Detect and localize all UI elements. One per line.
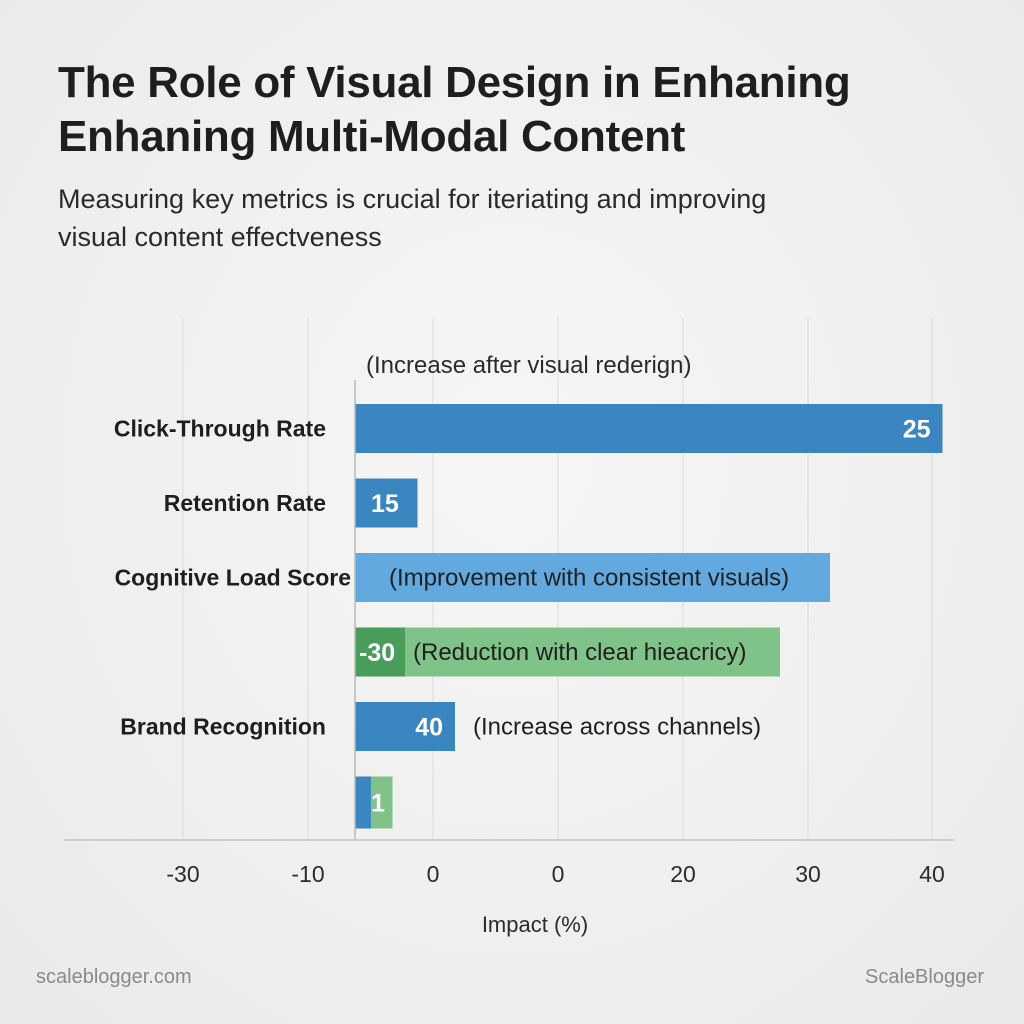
bar-value-label: 15 xyxy=(371,490,399,518)
chart-title: The Role of Visual Design in Enhaning En… xyxy=(58,56,998,164)
footer-brand: ScaleBlogger xyxy=(865,966,984,988)
bar-value-label: 40 xyxy=(415,714,443,742)
chart-subtitle: Measuring key metrics is crucial for ite… xyxy=(58,180,938,256)
title-line-1: The Role of Visual Design in Enhaning xyxy=(58,58,851,107)
x-tick-label: 0 xyxy=(427,861,440,887)
x-tick-label: -30 xyxy=(166,861,199,887)
x-tick-label: 30 xyxy=(795,861,821,887)
bar-0-segment-0 xyxy=(355,404,943,453)
category-label: Brand Recognition xyxy=(120,714,326,740)
bar-annotation: (Improvement with consistent visuals) xyxy=(389,565,789,592)
bar-5-segment-1 xyxy=(371,776,393,829)
x-tick-label: 0 xyxy=(552,861,565,887)
bar-annotation: (Increase across channels) xyxy=(473,714,761,741)
footer-website: scaleblogger.com xyxy=(36,966,192,988)
category-label: Click-Through Rate xyxy=(114,416,326,442)
bars xyxy=(355,404,943,829)
bar-4-segment-0 xyxy=(355,702,455,751)
bar-3-segment-0 xyxy=(355,627,405,677)
bar-value-label: 1 xyxy=(371,790,385,818)
bar-value-label: 25 xyxy=(903,416,931,444)
bar-3-segment-1 xyxy=(405,627,780,677)
x-tick-label: 40 xyxy=(919,861,945,887)
labels: -30 -10 0 0 20 30 40 Impact (%) (Increase after … xyxy=(114,352,945,937)
title-line-2: Enhaning Multi-Modal Content xyxy=(58,112,686,161)
subtitle-line-1: Measuring key metrics is crucial for ite… xyxy=(58,184,767,214)
x-tick-label: -10 xyxy=(291,861,324,887)
bar-5-segment-0 xyxy=(355,776,372,829)
x-axis-label: Impact (%) xyxy=(482,912,588,937)
category-label: Retention Rate xyxy=(164,490,326,516)
top-annotation: (Increase after visual rederign) xyxy=(366,352,691,379)
x-tick-label: 20 xyxy=(670,861,696,887)
bar-value-label: -30 xyxy=(359,639,395,667)
axes xyxy=(64,380,955,841)
subtitle-line-2: visual content effectveness xyxy=(58,222,382,252)
bar-1-segment-0 xyxy=(355,478,418,528)
bar-annotation: (Reduction with clear hieacricy) xyxy=(413,639,746,666)
category-label: Cognitive Load Score xyxy=(115,565,351,591)
bar-2-segment-0 xyxy=(355,553,830,602)
